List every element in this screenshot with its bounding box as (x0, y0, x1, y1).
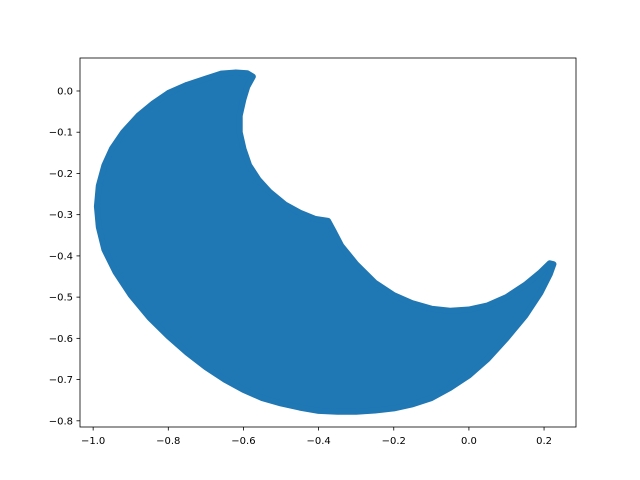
plot-area (93, 69, 557, 415)
scatter-point-cloud (93, 69, 557, 415)
y-tick-label: −0.6 (49, 334, 73, 345)
y-tick-label: −0.4 (49, 251, 73, 262)
y-tick-label: −0.5 (49, 293, 73, 304)
y-tick-label: −0.3 (49, 210, 73, 221)
x-tick-label: 0.0 (461, 436, 477, 447)
y-tick-label: 0.0 (57, 86, 73, 97)
x-axis-ticks: −1.0 −0.8 −0.6 −0.4 −0.2 0.0 0.2 (81, 427, 552, 447)
x-tick-label: −0.8 (156, 436, 180, 447)
x-tick-label: −0.4 (306, 436, 330, 447)
axes (79, 57, 577, 428)
x-tick-label: 0.2 (536, 436, 552, 447)
y-tick-label: −0.7 (49, 375, 73, 386)
x-tick-label: −1.0 (81, 436, 105, 447)
y-tick-label: −0.1 (49, 128, 73, 139)
y-axis-ticks: 0.0 −0.1 −0.2 −0.3 −0.4 −0.5 −0.6 −0.7 −0.8 (49, 86, 80, 427)
y-tick-label: −0.8 (49, 416, 73, 427)
x-tick-label: −0.6 (231, 436, 255, 447)
y-tick-label: −0.2 (49, 169, 73, 180)
axes-frame (79, 57, 577, 428)
x-tick-label: −0.2 (382, 436, 406, 447)
